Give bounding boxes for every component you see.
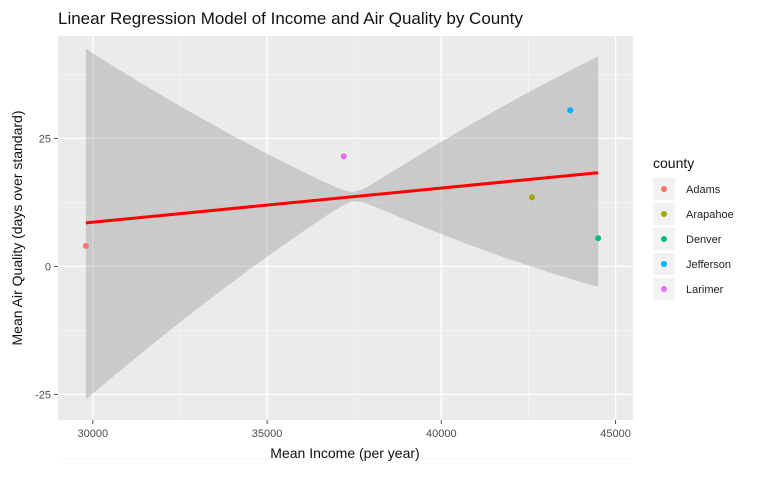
x-axis-title: Mean Income (per year) <box>270 445 419 461</box>
legend-marker <box>661 286 667 292</box>
grid-minor <box>58 36 633 459</box>
legend-label: Jefferson <box>686 259 731 271</box>
y-tick-label: -25 <box>35 389 51 401</box>
x-axis-ticks: 30000 35000 40000 45000 <box>78 420 631 440</box>
plot-panel <box>58 36 633 420</box>
data-points <box>82 107 602 249</box>
legend-label: Arapahoe <box>686 209 734 221</box>
legend-title: county <box>653 155 694 171</box>
x-tick-label: 40000 <box>426 428 457 440</box>
regression-line <box>85 171 599 225</box>
legend-marker <box>661 186 667 192</box>
legend-label: Larimer <box>686 284 724 296</box>
chart-title: Linear Regression Model of Income and Ai… <box>58 9 523 28</box>
data-point-arapahoe <box>528 194 535 201</box>
legend-items: Adams Arapahoe Denver Jefferson Larimer <box>653 178 734 300</box>
legend-marker <box>661 211 667 217</box>
y-axis-title: Mean Air Quality (days over standard) <box>9 111 25 346</box>
data-point-adams <box>82 242 89 249</box>
legend-label: Denver <box>686 234 722 246</box>
y-tick-label: 0 <box>45 261 51 273</box>
y-axis-ticks: -25 0 25 <box>35 133 58 401</box>
y-tick-label: 25 <box>39 133 51 145</box>
x-tick-label: 45000 <box>600 428 631 440</box>
x-tick-label: 35000 <box>252 428 283 440</box>
legend-marker <box>661 261 667 267</box>
confidence-band <box>85 48 599 400</box>
legend-label: Adams <box>686 184 721 196</box>
grid-major <box>58 36 633 420</box>
data-point-denver <box>595 235 602 242</box>
legend: county Adams Arapahoe Denver Jefferson Larim… <box>653 155 734 300</box>
data-point-jefferson <box>567 107 574 114</box>
x-tick-label: 30000 <box>78 428 109 440</box>
data-point-larimer <box>340 153 347 160</box>
legend-marker <box>661 236 667 242</box>
